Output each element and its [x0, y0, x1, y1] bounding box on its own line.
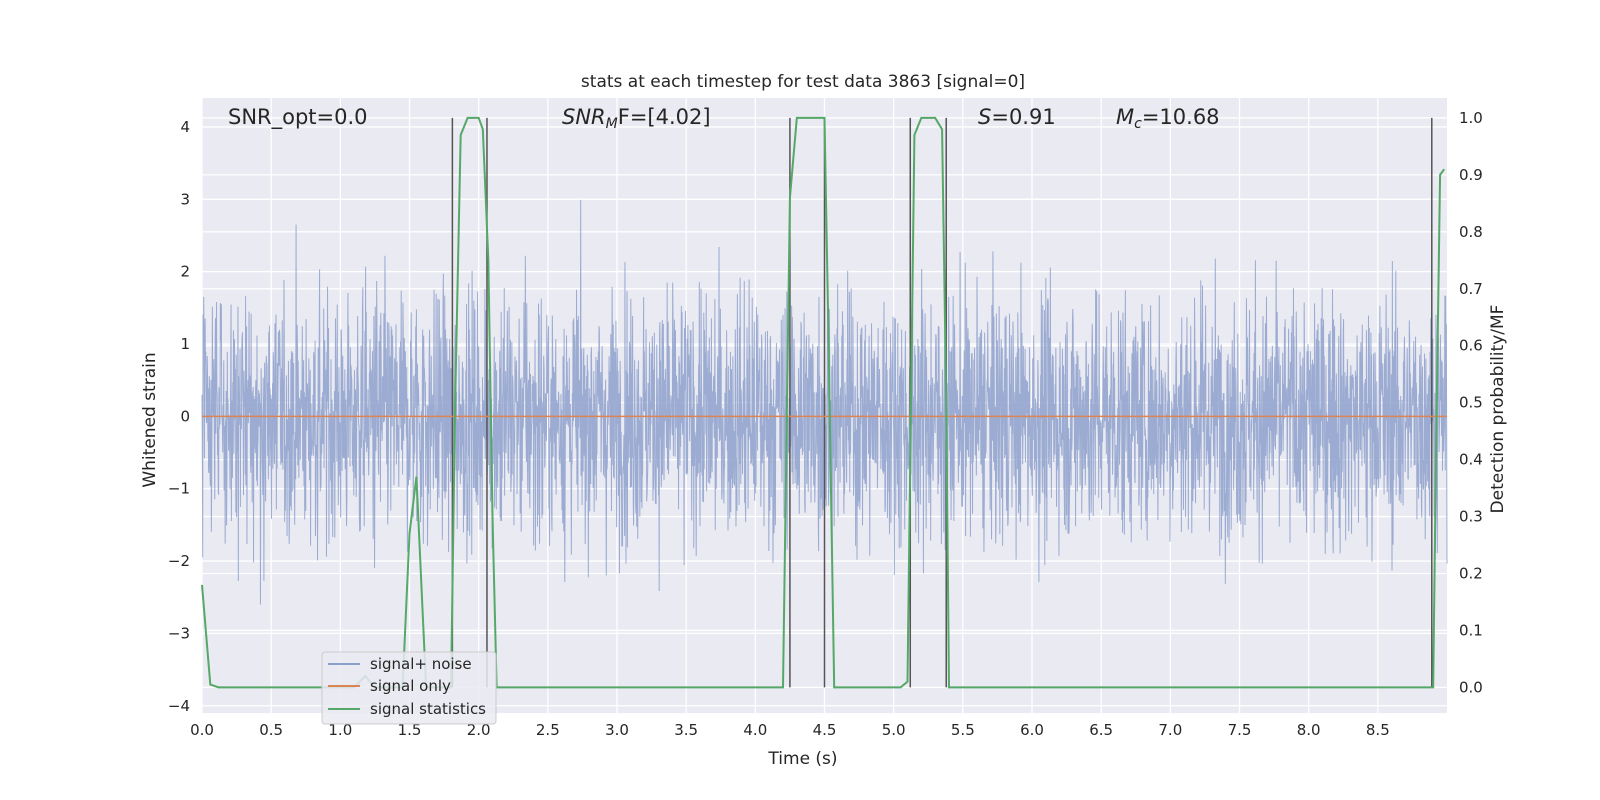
y2-tick-label: 0.5 — [1459, 394, 1483, 412]
x-tick-label: 0.5 — [259, 721, 283, 739]
y2-tick-label: 0.4 — [1459, 451, 1483, 469]
x-tick-label: 6.0 — [1020, 721, 1044, 739]
annotation-s: S=0.91 — [978, 105, 1056, 129]
legend-label-signal-statistics: signal statistics — [370, 700, 486, 718]
legend-box — [321, 651, 497, 725]
y-axis-ticks: −4 −3 −2 −1 0 1 2 3 4 — [168, 118, 190, 715]
annotation-snr-mf: SNRMF=[4.02] — [562, 105, 711, 132]
y2-tick-label: 0.8 — [1459, 223, 1483, 241]
y2-tick-label: 0.3 — [1459, 508, 1483, 526]
x-tick-label: 3.0 — [605, 721, 629, 739]
x-tick-label: 7.0 — [1158, 721, 1182, 739]
legend: signal+ noise signal only signal statist… — [321, 651, 497, 725]
chart-title: stats at each timestep for test data 386… — [581, 72, 1025, 92]
y2-tick-label: 1.0 — [1459, 109, 1483, 127]
annotation-snr-mf-sub: M — [606, 116, 618, 132]
y2-tick-label: 0.6 — [1459, 337, 1483, 355]
x-tick-label: 4.0 — [743, 721, 767, 739]
x-tick-label: 2.5 — [536, 721, 560, 739]
x-tick-label: 5.0 — [882, 721, 906, 739]
x-axis-label: Time (s) — [767, 749, 837, 769]
annotation-mc-val: =10.68 — [1142, 105, 1220, 129]
y2-axis-label: Detection probability/MF — [1488, 305, 1508, 514]
x-axis-ticks: 0.0 0.5 1.0 1.5 2.0 2.5 3.0 3.5 4.0 4.5 5.0 5.5 6.0 6… — [190, 721, 1390, 739]
y2-tick-label: 0.9 — [1459, 166, 1483, 184]
y2-tick-label: 0.7 — [1459, 280, 1483, 298]
annotation-snr-opt: SNR_opt=0.0 — [228, 105, 368, 130]
annotation-mc: Mc=10.68 — [1116, 105, 1220, 132]
y-tick-label: 4 — [180, 118, 190, 136]
y-tick-label: 0 — [180, 407, 190, 425]
y-tick-label: 2 — [180, 263, 190, 281]
x-tick-label: 7.5 — [1228, 721, 1252, 739]
x-tick-label: 0.0 — [190, 721, 214, 739]
x-tick-label: 6.5 — [1089, 721, 1113, 739]
x-tick-label: 1.0 — [328, 721, 352, 739]
x-tick-label: 4.5 — [813, 721, 837, 739]
x-tick-label: 3.5 — [674, 721, 698, 739]
y2-tick-label: 0.1 — [1459, 621, 1483, 639]
annotation-s-sym: S — [978, 105, 991, 129]
y2-tick-label: 0.2 — [1459, 564, 1483, 582]
y-tick-label: −4 — [168, 697, 190, 715]
x-tick-label: 8.0 — [1297, 721, 1321, 739]
y-tick-label: −2 — [168, 552, 190, 570]
annotation-mc-sym: M — [1116, 105, 1134, 129]
legend-label-signal-only: signal only — [370, 677, 451, 695]
annotation-mc-sub: c — [1134, 116, 1142, 132]
series-signal-statistics — [201, 116, 1446, 689]
annotation-snr-mf-main: SNR — [562, 105, 606, 129]
x-tick-label: 2.0 — [467, 721, 491, 739]
x-tick-label: 5.5 — [951, 721, 975, 739]
y2-axis-ticks: 0.0 0.1 0.2 0.3 0.4 0.5 0.6 0.7 0.8 0.9 1.0 — [1459, 109, 1483, 696]
y2-tick-label: 0.0 — [1459, 678, 1483, 696]
legend-label-signal-noise: signal+ noise — [370, 655, 472, 673]
annotation-snr-mf-rest: F=[4.02] — [618, 105, 711, 129]
x-tick-label: 8.5 — [1366, 721, 1390, 739]
signal-statistics-line — [201, 116, 1446, 689]
annotation-s-val: =0.91 — [991, 105, 1055, 129]
y-axis-label: Whitened strain — [140, 352, 160, 487]
y-tick-label: −1 — [168, 480, 190, 498]
y-tick-label: 1 — [180, 335, 190, 353]
y-tick-label: −3 — [168, 624, 190, 642]
y-tick-label: 3 — [180, 190, 190, 208]
x-tick-label: 1.5 — [398, 721, 422, 739]
